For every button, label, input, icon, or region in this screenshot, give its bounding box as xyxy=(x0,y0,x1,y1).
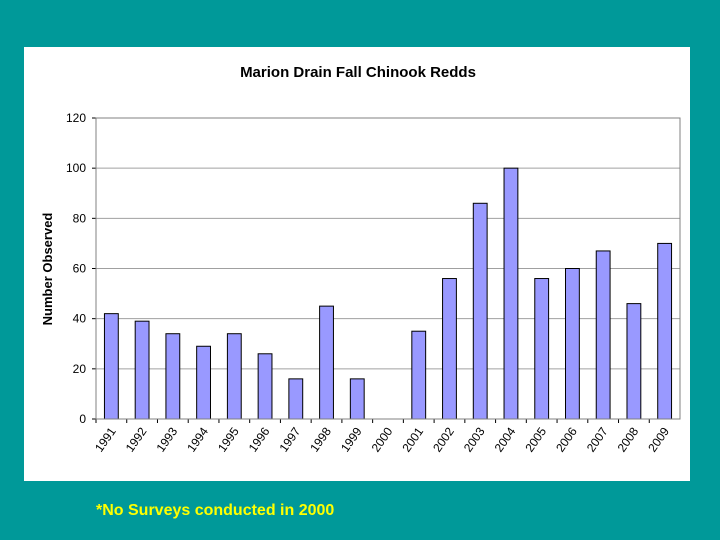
bar-1991 xyxy=(103,313,119,420)
bar-1996 xyxy=(257,353,273,420)
x-tick-label: 1992 xyxy=(123,424,150,454)
bar-1993 xyxy=(165,333,181,420)
x-tick-label: 2002 xyxy=(430,424,457,454)
bars xyxy=(103,167,673,420)
x-tick-label: 2007 xyxy=(584,424,611,454)
x-tick-label: 1996 xyxy=(246,424,273,454)
bar-2002 xyxy=(442,278,457,420)
x-tick-label: 1991 xyxy=(92,424,119,454)
bar-1997 xyxy=(288,378,304,420)
bar-2004 xyxy=(503,167,519,420)
x-tick-label: 1998 xyxy=(307,424,334,454)
x-tick-label: 2004 xyxy=(492,424,519,454)
x-tick-labels: 1991 1992 1993 1994 1995 1996 1997 1998 1999 2000… xyxy=(92,419,672,455)
y-tick-label: 120 xyxy=(66,111,86,125)
y-tick-label: 20 xyxy=(73,362,87,376)
x-tick-label: 2001 xyxy=(399,424,426,454)
bar-1994 xyxy=(196,345,211,420)
footnote: *No Surveys conducted in 2000 xyxy=(96,502,335,519)
x-tick-label: 1999 xyxy=(338,424,365,454)
y-tick-label: 80 xyxy=(73,211,87,225)
x-tick-label: 2005 xyxy=(522,424,549,454)
y-axis-label: Number Observed xyxy=(40,213,55,326)
gridlines xyxy=(96,117,680,420)
bar-chart: Marion Drain Fall Chinook Redds Number O… xyxy=(40,64,681,455)
x-tick-label: 2009 xyxy=(645,424,672,454)
x-tick-label: 1995 xyxy=(215,424,242,454)
y-tick-labels: 0 20 40 60 80 100 120 xyxy=(66,111,96,426)
x-tick-label: 2003 xyxy=(461,424,488,454)
bar-2006 xyxy=(565,268,580,420)
bar-2007 xyxy=(595,250,611,420)
bar-1999 xyxy=(349,378,365,420)
y-tick-label: 100 xyxy=(66,161,86,175)
x-tick-label: 2008 xyxy=(615,424,642,454)
bar-2005 xyxy=(534,278,550,420)
bar-2001 xyxy=(411,330,427,420)
x-tick-label: 2000 xyxy=(369,424,396,454)
y-tick-label: 0 xyxy=(79,412,86,426)
chart-panel: Marion Drain Fall Chinook Redds Number O… xyxy=(24,47,690,481)
x-tick-label: 2006 xyxy=(553,424,580,454)
bar-1992 xyxy=(134,320,150,420)
x-tick-label: 1997 xyxy=(276,424,303,454)
bar-2003 xyxy=(472,202,488,420)
x-tick-label: 1993 xyxy=(154,424,181,454)
plot-area-border xyxy=(95,117,681,420)
bar-1995 xyxy=(226,333,242,420)
x-tick-label: 1994 xyxy=(184,424,211,454)
bar-2009 xyxy=(657,242,673,420)
bar-1998 xyxy=(319,305,334,420)
bar-2008 xyxy=(626,303,642,420)
y-tick-label: 40 xyxy=(73,312,87,326)
chart-title: Marion Drain Fall Chinook Redds xyxy=(240,64,476,81)
y-tick-label: 60 xyxy=(73,262,87,276)
